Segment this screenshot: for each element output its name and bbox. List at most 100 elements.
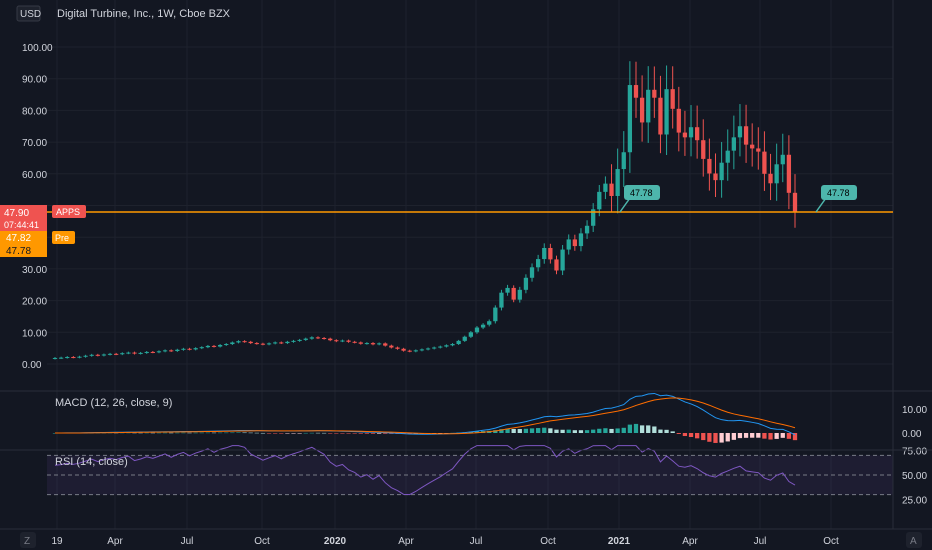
macd-histogram-bar xyxy=(584,430,590,433)
macd-histogram-bar xyxy=(126,432,131,434)
callout-text: 47.78 xyxy=(630,188,653,198)
macd-histogram-bar xyxy=(303,432,308,434)
candle-body xyxy=(658,97,663,135)
candle-body xyxy=(169,350,174,352)
candle-body xyxy=(230,342,235,345)
candle-body xyxy=(358,342,363,344)
candle-body xyxy=(719,162,724,181)
time-tick-label: Apr xyxy=(107,536,123,547)
candle-body xyxy=(101,354,107,356)
macd-histogram-bar xyxy=(633,423,639,433)
pre-badge xyxy=(52,231,75,244)
candle-body xyxy=(150,351,155,353)
macd-histogram-bar xyxy=(187,432,192,434)
macd-histogram-bar xyxy=(205,432,211,434)
candle-body xyxy=(376,343,382,345)
rsi-line xyxy=(54,445,796,496)
callout-box xyxy=(624,185,660,200)
macd-histogram-bar xyxy=(646,425,651,433)
candle-body xyxy=(58,357,64,359)
macd-histogram-bar xyxy=(352,433,357,434)
zoom-button[interactable] xyxy=(20,532,36,548)
annotation-callout[interactable]: 47.78 xyxy=(619,185,660,213)
candle-body xyxy=(462,336,467,341)
candle-body xyxy=(774,164,779,184)
macd-histogram-bar xyxy=(346,433,351,434)
macd-histogram-bar xyxy=(523,428,529,433)
macd-histogram-bar xyxy=(328,433,333,434)
macd-histogram-bar xyxy=(364,433,370,434)
macd-histogram-bar xyxy=(682,433,688,437)
macd-pane xyxy=(52,392,798,443)
macd-histogram-bar xyxy=(266,433,272,434)
macd-histogram-bar xyxy=(609,428,614,433)
macd-histogram-bar xyxy=(358,433,363,434)
pre-price-badge xyxy=(0,231,47,244)
candle-body xyxy=(95,354,100,356)
macd-histogram-bar xyxy=(248,432,253,434)
candle-body xyxy=(425,348,431,350)
candle-body xyxy=(487,321,492,325)
candle-body xyxy=(199,347,204,349)
candle-body xyxy=(542,247,547,260)
candle-body xyxy=(248,341,253,344)
macd-histogram-bar xyxy=(181,432,186,434)
time-tick-label: Apr xyxy=(682,536,698,547)
macd-histogram-bar xyxy=(670,431,675,433)
macd-histogram-bar xyxy=(511,428,516,433)
macd-histogram-bar xyxy=(664,429,669,433)
candle-body xyxy=(688,127,694,138)
candle-body xyxy=(554,259,559,271)
macd-histogram-bar xyxy=(591,429,596,433)
time-tick-label: Jul xyxy=(470,536,483,547)
macd-histogram-bar xyxy=(169,432,174,434)
price-tick-label: 30.00 xyxy=(22,265,47,276)
chart-title: Digital Turbine, Inc., 1W, Cboe BZX xyxy=(57,8,231,20)
price-tick-label: 70.00 xyxy=(22,138,47,149)
macd-histogram-bar xyxy=(554,429,559,433)
candle-body xyxy=(646,89,651,123)
macd-histogram-bar xyxy=(548,428,553,433)
candle-body xyxy=(144,351,149,353)
line-price-badge xyxy=(0,244,47,257)
candle-body xyxy=(205,345,211,348)
candle-body xyxy=(743,126,749,145)
annotation-callout[interactable]: 47.78 xyxy=(815,185,857,213)
macd-histogram-bar xyxy=(676,433,681,434)
price-tick-label: 60.00 xyxy=(22,170,47,181)
candle-body xyxy=(652,89,657,98)
candle-body xyxy=(285,341,290,344)
candle-body xyxy=(713,173,718,181)
candle-body xyxy=(548,247,553,260)
macd-histogram-bar xyxy=(230,432,235,434)
time-tick-label: 2021 xyxy=(608,536,631,547)
macd-histogram-bar xyxy=(493,430,498,433)
macd-histogram-bar xyxy=(695,433,700,439)
axes: 0.00 10.00 20.00 30.00 60.00 70.00 80.00 90.00 1… xyxy=(22,43,927,547)
macd-histogram-bar xyxy=(707,433,712,442)
macd-histogram-bar xyxy=(615,428,620,433)
candle-body xyxy=(71,357,76,359)
candle-body xyxy=(315,337,321,339)
callout-text: 47.78 xyxy=(827,188,850,198)
candle-body xyxy=(395,347,400,349)
candle-body xyxy=(181,348,186,350)
macd-histogram-bar xyxy=(756,433,761,438)
candle-body xyxy=(676,108,681,133)
candle-body xyxy=(83,355,88,357)
auto-scale-button[interactable] xyxy=(906,532,922,548)
currency-badge[interactable] xyxy=(16,5,41,22)
candle-body xyxy=(389,345,394,348)
candle-body xyxy=(89,354,94,356)
candle-body xyxy=(682,132,688,138)
macd-histogram-bar xyxy=(658,429,663,433)
macd-histogram-bar xyxy=(297,433,302,434)
candle-body xyxy=(523,277,529,290)
candle-body xyxy=(175,349,180,352)
candle-body xyxy=(603,183,608,192)
candle-body xyxy=(340,340,345,342)
candle-body xyxy=(701,140,706,159)
callout-box xyxy=(821,185,857,200)
macd-histogram-bar xyxy=(217,432,223,434)
